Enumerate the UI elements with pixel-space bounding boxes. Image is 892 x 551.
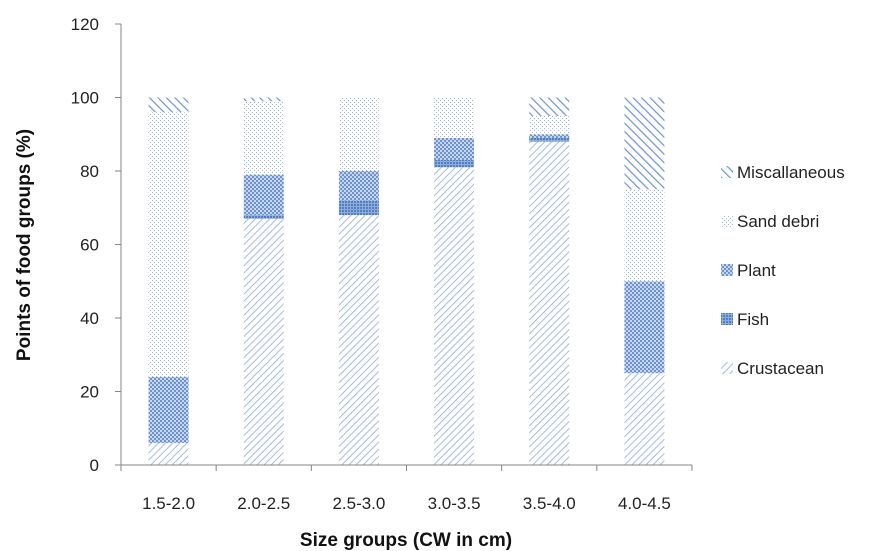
bar-segment-sand-debri <box>529 115 570 135</box>
y-tick-label: 40 <box>80 309 99 328</box>
x-tick-label: 2.0-2.5 <box>237 494 290 513</box>
bar-segment-sand-debri <box>338 97 379 171</box>
legend-label: Sand debri <box>737 212 819 231</box>
x-tick-label: 3.0-3.5 <box>428 494 481 513</box>
bar-segment-crustacean <box>338 215 379 465</box>
x-tick-label: 3.5-4.0 <box>523 494 576 513</box>
plot-area: 0 20 40 60 80 100 120 1.5-2.0 2.0-2.5 2.5-3.0 3.0… <box>71 15 693 513</box>
bar-segment-plant <box>243 174 284 216</box>
bar-segment-fish <box>338 200 379 216</box>
y-tick-label: 120 <box>71 15 99 34</box>
bar-segment-plant <box>624 281 665 374</box>
bar-segment-sand-debri <box>148 112 189 377</box>
y-tick-label: 80 <box>80 162 99 181</box>
bar-segment-crustacean <box>243 218 284 465</box>
legend-label: Crustacean <box>737 359 824 378</box>
y-ticks-group: 0 20 40 60 80 100 120 <box>71 15 121 475</box>
y-tick-label: 60 <box>80 236 99 255</box>
legend-label: Fish <box>737 310 769 329</box>
bar-segment-fish <box>434 159 475 168</box>
bar-segment-crustacean <box>434 167 475 465</box>
x-tick-label: 4.0-4.5 <box>618 494 671 513</box>
x-ticks-group: 1.5-2.0 2.0-2.5 2.5-3.0 3.0-3.5 3.5-4.0 4.0-4… <box>120 465 693 513</box>
bars-group <box>148 97 665 465</box>
legend-swatch <box>721 362 733 374</box>
bar-segment-fish <box>529 137 570 142</box>
x-axis-title: Size groups (CW in cm) <box>300 530 512 551</box>
y-tick-label: 20 <box>80 383 99 402</box>
legend-swatch <box>721 215 733 227</box>
bar-segment-miscallaneous <box>243 97 284 102</box>
legend-swatch <box>721 313 733 325</box>
bar-segment-plant <box>148 376 189 443</box>
bar-segment-crustacean <box>529 141 570 465</box>
bar-segment-plant <box>529 134 570 138</box>
y-tick-label: 100 <box>71 89 99 108</box>
x-tick-label: 1.5-2.0 <box>142 494 195 513</box>
bar-segment-miscallaneous <box>624 97 665 190</box>
x-tick-label: 2.5-3.0 <box>332 494 385 513</box>
bar-segment-plant <box>338 171 379 201</box>
bar-segment-crustacean <box>148 442 189 465</box>
bar-segment-plant <box>434 137 475 160</box>
bar-segment-crustacean <box>624 373 665 465</box>
bar-segment-miscallaneous <box>529 97 570 116</box>
bar-segment-sand-debri <box>434 97 475 138</box>
bar-segment-miscallaneous <box>148 97 189 113</box>
legend-label: Plant <box>737 261 776 280</box>
legend-swatch <box>721 264 733 276</box>
bar-segment-sand-debri <box>624 189 665 282</box>
bar-segment-fish <box>243 215 284 219</box>
y-tick-label: 0 <box>90 456 99 475</box>
legend: Miscallaneous Sand debri Plant Fish Crustace… <box>721 163 845 378</box>
y-axis-title: Points of food groups (%) <box>14 129 35 361</box>
bar-segment-sand-debri <box>243 101 284 175</box>
legend-swatch <box>721 166 733 178</box>
legend-label: Miscallaneous <box>737 163 845 182</box>
